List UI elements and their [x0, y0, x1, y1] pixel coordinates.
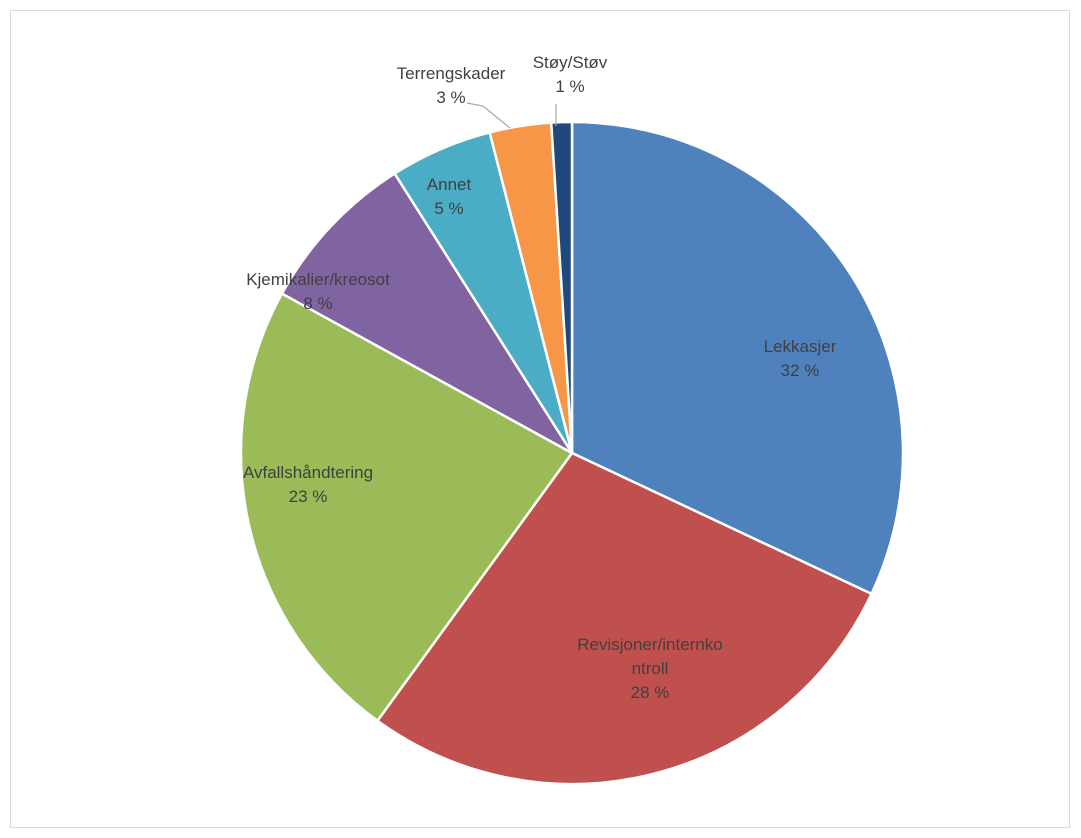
leader-lines [466, 102, 557, 129]
pie-slices [239, 120, 905, 786]
pie-slice-st-y-st-v [549, 120, 574, 455]
slice-value-label: 23 % [289, 487, 328, 506]
slice-name-label: Avfallshåndtering [243, 463, 373, 482]
slice-name-label: Kjemikalier/kreosot [246, 270, 390, 289]
slice-label-kjemikalier-kreosot: Kjemikalier/kreosot 8 % [246, 270, 390, 313]
slice-value-label: 8 % [303, 294, 332, 313]
slice-name-label: Annet [427, 175, 472, 194]
pie-slice-revisjoner-internkontroll [376, 451, 873, 786]
slice-value-label: 28 % [631, 683, 670, 702]
slice-label-lekkasjer: Lekkasjer 32 % [764, 337, 837, 380]
slice-name-label: Lekkasjer [764, 337, 837, 356]
slice-value-label: 1 % [555, 77, 584, 96]
pie-slice-kjemikalier-kreosot [280, 172, 574, 455]
slice-value-label: 5 % [434, 199, 463, 218]
slice-label-avfallsh-ndtering: Avfallshåndtering 23 % [243, 463, 373, 506]
pie-slice-avfallsh-ndtering [239, 292, 574, 723]
slice-labels: Lekkasjer 32 % Revisjoner/internko ntroll 28… [243, 53, 837, 702]
slice-label-revisjoner-internkontroll: Revisjoner/internko ntroll 28 % [577, 635, 723, 702]
slice-name-label: ntroll [632, 659, 669, 678]
slice-label-st-y-st-v: Støy/Støv 1 % [533, 53, 608, 96]
slice-name-label: Støy/Støv [533, 53, 608, 72]
slice-label-terrengskader: Terrengskader 3 % [397, 64, 506, 107]
leader-line [466, 102, 511, 129]
slice-label-annet: Annet 5 % [427, 175, 472, 218]
slice-name-label: Revisjoner/internko [577, 635, 723, 654]
slice-value-label: 32 % [781, 361, 820, 380]
pie-slice-lekkasjer [570, 120, 905, 596]
slice-name-label: Terrengskader [397, 64, 506, 83]
slice-value-label: 3 % [436, 88, 465, 107]
